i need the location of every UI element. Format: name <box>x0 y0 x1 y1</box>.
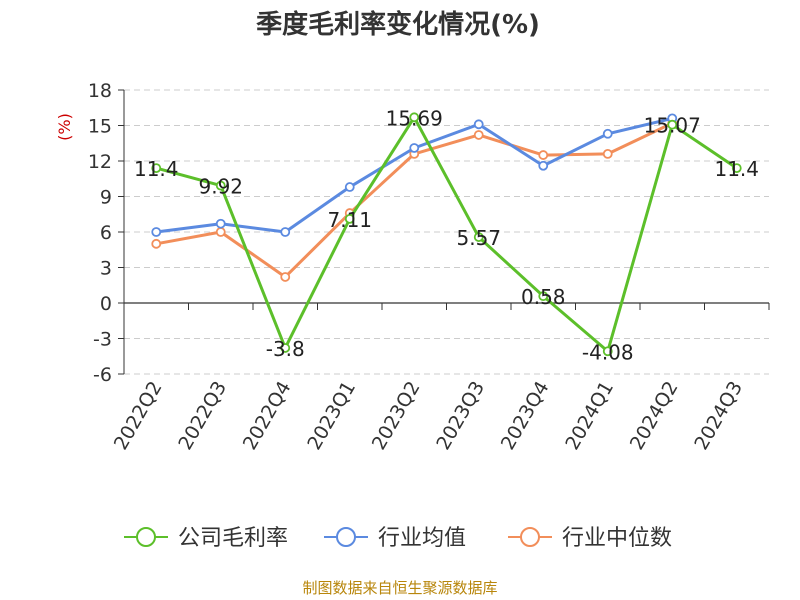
y-tick-label: -6 <box>93 364 112 386</box>
data-point <box>538 150 549 160</box>
legend-label: 公司毛利率 <box>178 526 288 551</box>
data-label: 11.4 <box>134 157 179 181</box>
series-line-0 <box>155 115 738 353</box>
y-tick-label: 12 <box>88 151 112 173</box>
y-tick-label: 0 <box>100 293 112 315</box>
data-point <box>602 346 613 357</box>
data-label: 15.69 <box>386 106 443 130</box>
y-tick-label: 15 <box>88 116 112 138</box>
legend-label: 行业中位数 <box>562 526 672 551</box>
data-point <box>344 182 355 192</box>
x-tick-label: 2023Q4 <box>497 378 554 454</box>
data-point <box>473 232 484 242</box>
data-label: 0.58 <box>521 285 566 309</box>
data-label: -4.08 <box>582 340 634 364</box>
data-label: 5.57 <box>456 226 501 250</box>
data-point <box>602 128 613 139</box>
x-tick-label: 2024Q3 <box>690 378 747 454</box>
y-tick-label: -3 <box>93 329 112 351</box>
data-label: 9.92 <box>198 175 243 199</box>
y-axis-unit: (%) <box>55 113 74 141</box>
data-point <box>409 143 420 153</box>
data-point <box>280 343 291 353</box>
x-tick-label: 2022Q4 <box>239 378 296 454</box>
legend-marker <box>136 527 156 547</box>
legend-label: 行业均值 <box>378 526 466 551</box>
data-point <box>280 272 291 282</box>
data-point <box>151 163 162 174</box>
data-labels: 11.4 9.92 -3.8 7.11 15.69 5.57 0.58 -4.08 15.07 1… <box>134 106 759 364</box>
chart-title: 季度毛利率变化情况(%) <box>256 9 540 40</box>
x-tick-label: 2024Q2 <box>626 378 683 454</box>
grid <box>124 89 769 375</box>
y-tick-label: 9 <box>100 187 112 209</box>
data-point <box>344 213 355 224</box>
data-point <box>280 227 291 237</box>
x-tick-label: 2023Q3 <box>432 378 489 454</box>
data-point <box>473 119 484 130</box>
data-label: 11.4 <box>714 157 759 181</box>
legend-marker <box>520 527 540 547</box>
series-layer <box>151 112 742 357</box>
data-point <box>409 112 420 123</box>
x-tick-label: 2022Q2 <box>110 378 167 454</box>
data-label: 7.11 <box>327 208 372 232</box>
data-label: -3.8 <box>266 337 305 361</box>
legend: 公司毛利率 行业均值 行业中位数 <box>124 526 672 551</box>
data-point <box>473 130 484 140</box>
data-point <box>667 119 678 130</box>
data-point <box>731 163 742 174</box>
data-label: 15.07 <box>644 114 701 138</box>
legend-marker <box>336 527 356 547</box>
data-point <box>215 227 226 237</box>
data-point <box>151 238 162 249</box>
y-tick-label: 18 <box>88 80 112 102</box>
y-tick-label: 6 <box>100 222 112 244</box>
data-point <box>538 291 549 302</box>
data-point <box>151 227 162 237</box>
x-tick-label: 2024Q1 <box>561 378 618 454</box>
x-tick-label: 2023Q2 <box>368 378 425 454</box>
x-tick-label: 2022Q3 <box>174 378 231 454</box>
data-point <box>538 160 549 171</box>
data-point <box>215 218 226 229</box>
source-note: 制图数据来自恒生聚源数据库 <box>302 579 497 597</box>
data-point <box>602 148 613 159</box>
x-tick-label: 2023Q1 <box>303 378 360 454</box>
y-tick-label: 3 <box>100 258 112 280</box>
data-point <box>215 180 226 191</box>
